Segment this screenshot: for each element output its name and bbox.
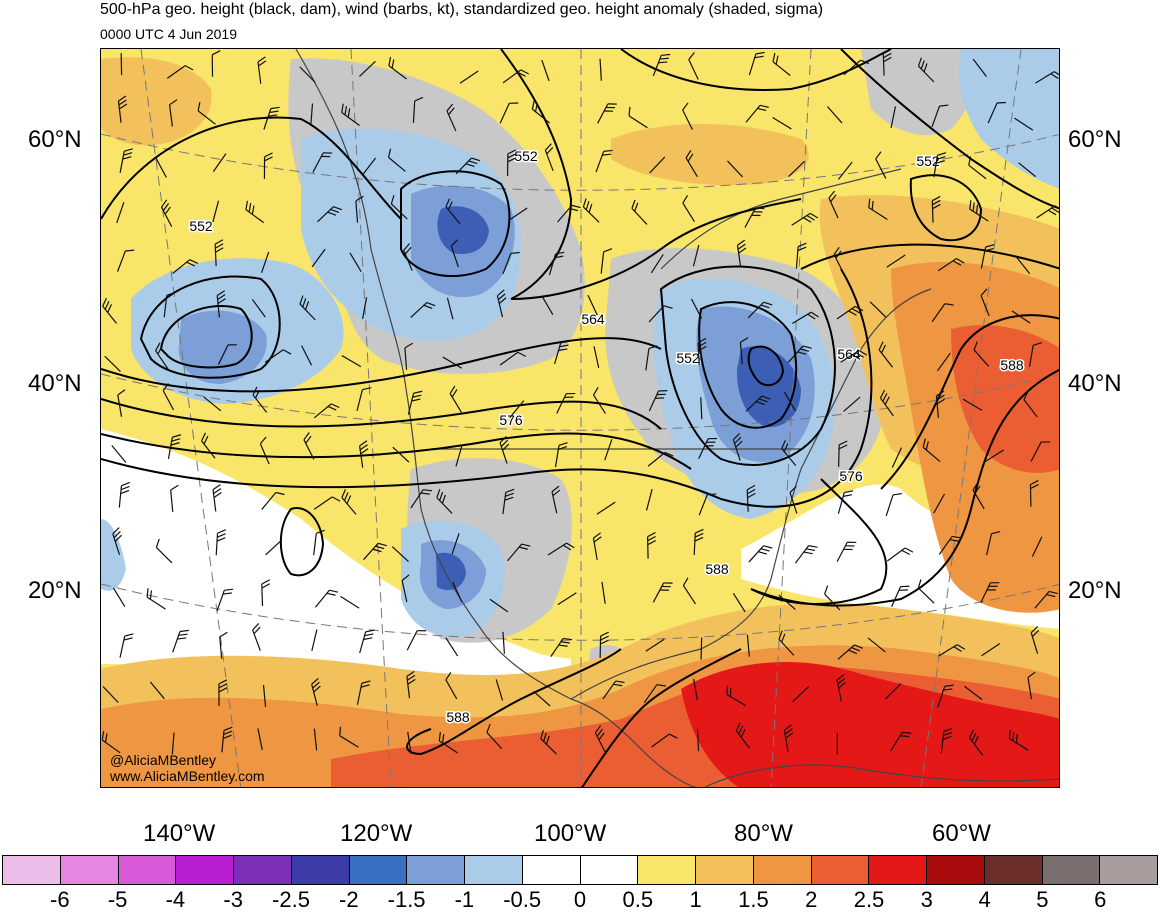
colorbar-swatch	[523, 856, 581, 884]
lon-label: 100°W	[534, 820, 606, 848]
contour-label: 588	[446, 709, 470, 725]
contour-label: 576	[499, 412, 523, 428]
valid-time: 0000 UTC 4 Jun 2019	[100, 26, 237, 42]
map-title: 500-hPa geo. height (black, dam), wind (…	[100, 1, 823, 19]
colorbar-swatch	[119, 856, 177, 884]
colorbar-swatch	[985, 856, 1043, 884]
colorbar-tick-label: -2.5	[272, 887, 310, 913]
colorbar-tick-label: -0.5	[503, 887, 541, 913]
colorbar-tick-label: -5	[108, 887, 128, 913]
colorbar-swatch	[869, 856, 927, 884]
colorbar-tick-label: 5	[1036, 887, 1048, 913]
colorbar-swatch	[754, 856, 812, 884]
colorbar-swatch	[407, 856, 465, 884]
lat-label-left: 40°N	[28, 370, 82, 398]
lat-label-left: 60°N	[28, 126, 82, 154]
colorbar-swatch	[927, 856, 985, 884]
colorbar-tick-label: -6	[50, 887, 70, 913]
colorbar-swatch	[581, 856, 639, 884]
lon-label: 60°W	[932, 820, 991, 848]
colorbar-tick-label: 2	[805, 887, 817, 913]
colorbar-swatch	[234, 856, 292, 884]
colorbar-tick-label: -1.5	[388, 887, 426, 913]
colorbar-tick-label: 6	[1094, 887, 1106, 913]
colorbar-swatch	[465, 856, 523, 884]
lon-label: 140°W	[143, 820, 215, 848]
contour-label: 576	[839, 468, 863, 484]
colorbar-tick-label: 0	[574, 887, 586, 913]
colorbar-swatch	[1100, 856, 1157, 884]
colorbar-tick-label: -1	[455, 887, 475, 913]
colorbar	[2, 855, 1158, 885]
colorbar-swatch	[61, 856, 119, 884]
lat-label-right: 20°N	[1068, 577, 1122, 605]
contour-label: 564	[581, 311, 605, 327]
colorbar-swatch	[812, 856, 870, 884]
colorbar-tick-label: 0.5	[623, 887, 654, 913]
credit-website: www.AliciaMBentley.com	[110, 768, 265, 784]
credit-handle: @AliciaMBentley	[110, 752, 216, 768]
colorbar-tick-label: 3	[921, 887, 933, 913]
contour-label: 552	[189, 218, 213, 234]
lon-label: 80°W	[734, 820, 793, 848]
anomaly-map: 552 552 552 564 564 552 576 576 588 588 …	[101, 49, 1060, 788]
colorbar-swatch	[3, 856, 61, 884]
contour-label: 552	[676, 350, 700, 366]
lon-label: 120°W	[340, 820, 412, 848]
colorbar-swatch	[292, 856, 350, 884]
colorbar-swatch	[350, 856, 408, 884]
colorbar-tick-label: 4	[978, 887, 990, 913]
colorbar-swatch	[1043, 856, 1101, 884]
wind-barb	[701, 638, 702, 660]
map-panel: 552 552 552 564 564 552 576 576 588 588 …	[100, 48, 1060, 788]
lat-label-left: 20°N	[28, 577, 82, 605]
colorbar-tick-label: -3	[223, 887, 243, 913]
colorbar-swatch	[176, 856, 234, 884]
contour-label: 588	[1000, 357, 1024, 373]
colorbar-tick-label: 1.5	[738, 887, 769, 913]
contour-label: 588	[705, 561, 729, 577]
contour-label: 552	[514, 148, 538, 164]
lat-label-right: 40°N	[1068, 370, 1122, 398]
colorbar-tick-label: 2.5	[854, 887, 885, 913]
colorbar-tick-label: 1	[689, 887, 701, 913]
lat-label-right: 60°N	[1068, 126, 1122, 154]
colorbar-tick-label: -2	[339, 887, 359, 913]
colorbar-swatch	[638, 856, 696, 884]
colorbar-swatch	[696, 856, 754, 884]
colorbar-tick-label: -4	[166, 887, 186, 913]
